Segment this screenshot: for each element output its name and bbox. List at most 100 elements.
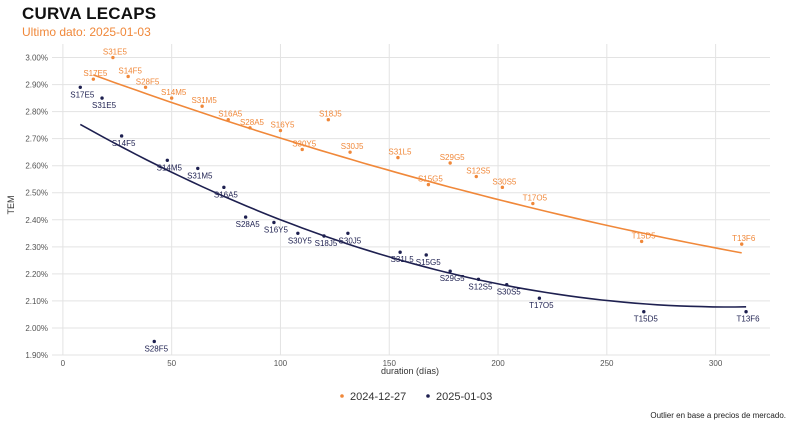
point-label: S17E5	[70, 90, 95, 99]
data-point[interactable]	[424, 253, 428, 257]
data-point[interactable]	[272, 220, 276, 225]
point-label: S14M5	[161, 88, 187, 97]
point-label: S30Y5	[292, 139, 317, 148]
data-point[interactable]	[474, 174, 478, 179]
data-point[interactable]	[744, 310, 748, 314]
data-point[interactable]	[222, 185, 226, 190]
point-label: T13F6	[732, 234, 756, 243]
x-axis-label: duration (días)	[381, 366, 439, 376]
data-point[interactable]	[448, 161, 452, 165]
point-label: S14F5	[118, 66, 142, 75]
point-label: S15G5	[416, 258, 441, 267]
y-tick-label: 2.40%	[25, 216, 48, 225]
y-tick-label: 2.90%	[25, 81, 48, 90]
data-point[interactable]	[326, 118, 331, 122]
data-point[interactable]	[639, 239, 644, 244]
data-point[interactable]	[531, 201, 535, 206]
data-point[interactable]	[248, 126, 252, 130]
point-label: S14M5	[157, 163, 183, 172]
point-label: S16A5	[214, 190, 239, 199]
data-point[interactable]	[348, 150, 352, 154]
gridlines	[52, 44, 770, 356]
data-point[interactable]	[300, 147, 304, 152]
data-point[interactable]	[396, 155, 400, 160]
data-point[interactable]	[100, 96, 104, 100]
point-label: S18J5	[315, 239, 338, 248]
point-label: S18J5	[319, 110, 342, 119]
y-axis-ticks: 1.90% 2.00% 2.10% 2.20% 2.30% 2.40% 2.50% 2.60%…	[25, 54, 48, 360]
point-label: S15G5	[418, 175, 443, 184]
point-label: S12S5	[466, 167, 491, 176]
data-point[interactable]	[91, 77, 96, 81]
point-label: S30S5	[497, 288, 522, 297]
point-label: S29G5	[440, 153, 465, 162]
data-point[interactable]	[196, 166, 200, 171]
data-point[interactable]	[296, 231, 300, 236]
data-point[interactable]	[143, 85, 148, 89]
data-point[interactable]	[111, 55, 115, 60]
data-point[interactable]	[278, 128, 283, 133]
trend-line-2024-12-27	[93, 74, 742, 254]
x-tick-label: 50	[167, 359, 176, 368]
y-axis-label: TEM	[6, 196, 16, 215]
data-point[interactable]	[346, 231, 350, 236]
y-tick-label: 2.80%	[25, 108, 48, 117]
legend-label-curr: 2025-01-03	[436, 391, 492, 403]
data-point[interactable]	[226, 118, 230, 122]
point-label: S31L5	[391, 255, 415, 264]
footnote: Outlier en base a precios de mercado.	[650, 411, 786, 420]
x-tick-label: 150	[383, 359, 397, 368]
point-label: S30S5	[492, 177, 517, 186]
trend-line-2025-01-03	[79, 123, 747, 308]
data-point[interactable]	[322, 234, 326, 238]
y-tick-label: 2.20%	[25, 270, 48, 279]
data-point[interactable]	[500, 185, 505, 190]
data-point[interactable]	[537, 296, 542, 300]
data-point[interactable]	[398, 250, 402, 254]
data-point[interactable]	[642, 310, 646, 314]
legend-item-prev[interactable]: 2024-12-27	[340, 391, 406, 403]
y-tick-label: 3.00%	[25, 54, 48, 63]
legend-item-curr[interactable]: 2025-01-03	[426, 391, 492, 403]
point-label: T13F6	[737, 315, 761, 324]
y-tick-label: 2.30%	[25, 243, 48, 252]
point-label: S16A5	[218, 110, 243, 119]
data-point[interactable]	[448, 269, 452, 273]
point-label: T15D5	[634, 315, 659, 324]
data-point[interactable]	[126, 74, 130, 79]
y-tick-label: 2.10%	[25, 297, 48, 306]
point-label: S31E5	[103, 48, 128, 57]
point-label: S30J5	[341, 142, 364, 151]
chart-title: CURVA LECAPS	[22, 4, 157, 23]
data-point[interactable]	[169, 96, 174, 100]
point-label: S30Y5	[288, 236, 313, 245]
x-tick-label: 250	[600, 359, 614, 368]
point-label: S28F5	[136, 77, 160, 86]
point-label: T17O5	[523, 194, 548, 203]
x-axis-ticks: 0 50 100 150 200 250 300	[61, 359, 723, 368]
point-label: T17O5	[529, 301, 554, 310]
data-point[interactable]	[426, 182, 431, 187]
point-label: S16Y5	[270, 121, 295, 130]
point-label: S28A5	[236, 220, 261, 229]
point-label: S31M5	[187, 171, 213, 180]
data-point[interactable]	[78, 85, 82, 89]
y-tick-label: 2.00%	[25, 324, 48, 333]
data-point[interactable]	[200, 104, 204, 108]
data-point[interactable]	[152, 339, 156, 344]
trend-lines	[79, 74, 747, 308]
data-point[interactable]	[476, 277, 481, 281]
point-label: S30J5	[339, 236, 362, 245]
y-tick-label: 2.70%	[25, 135, 48, 144]
point-label: S12S5	[468, 282, 493, 291]
point-label: T15D5	[632, 231, 657, 240]
x-tick-label: 300	[709, 359, 723, 368]
x-tick-label: 100	[274, 359, 288, 368]
data-point[interactable]	[243, 215, 248, 219]
y-tick-label: 2.60%	[25, 162, 48, 171]
data-point[interactable]	[505, 282, 509, 287]
data-point[interactable]	[165, 158, 170, 162]
data-point[interactable]	[119, 134, 124, 138]
point-label: S28A5	[240, 118, 265, 127]
data-point[interactable]	[740, 242, 744, 246]
